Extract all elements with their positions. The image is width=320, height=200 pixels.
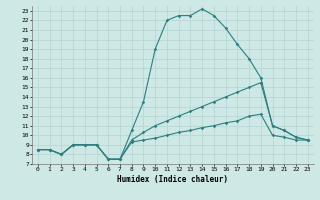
X-axis label: Humidex (Indice chaleur): Humidex (Indice chaleur) (117, 175, 228, 184)
